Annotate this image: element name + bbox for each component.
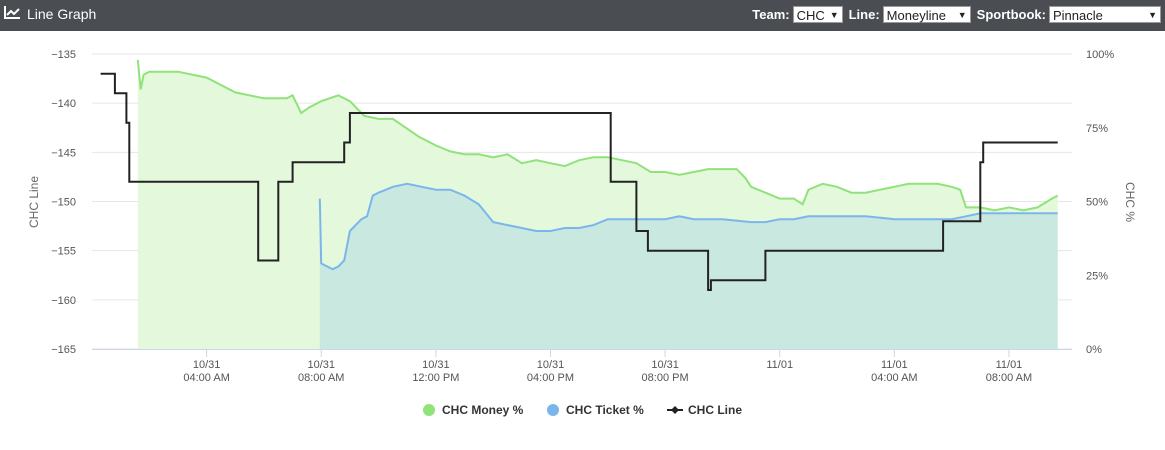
- line-graph: −135 −140 −145 −150 −155 −160 −165 100% 75% 50% 25…: [27, 49, 1137, 417]
- legend-symbol: [423, 404, 435, 416]
- legend-label: CHC Line: [688, 403, 742, 417]
- team-select-value: CHC: [796, 8, 825, 23]
- y-axis-title-left: CHC Line: [27, 176, 41, 228]
- x-tick-date: 11/01: [766, 359, 793, 371]
- legend-symbol: [547, 404, 559, 416]
- chevron-down-icon: ▼: [829, 10, 839, 20]
- y-tick-label-left: −150: [51, 197, 76, 209]
- y-tick-label-right: 100%: [1086, 49, 1114, 61]
- x-tick-date: 10/31: [193, 359, 221, 371]
- chevron-down-icon: ▼: [957, 10, 967, 20]
- ticket-series-line: [318, 182, 1058, 271]
- y-tick-label-left: −140: [51, 98, 76, 110]
- money-series-line: [136, 59, 1059, 212]
- y-tick-label-left: −160: [51, 295, 76, 307]
- x-tick-time: 08:00 AM: [298, 372, 344, 384]
- title-text: Line Graph: [27, 6, 97, 22]
- y-tick-label-left: −155: [51, 246, 76, 258]
- x-tick-time: 08:00 PM: [642, 372, 689, 384]
- x-tick-time: 04:00 PM: [527, 372, 574, 384]
- line-select-value: Moneyline: [886, 8, 946, 23]
- x-tick-time: 04:00 AM: [871, 372, 917, 384]
- y-tick-label-left: −145: [51, 147, 76, 159]
- header-bar: Line Graph Team: CHC ▼ Line: Moneyline ▼…: [0, 0, 1165, 31]
- line-label: Line:: [848, 7, 880, 22]
- sportsbook-select[interactable]: Pinnacle ▼: [1049, 6, 1161, 23]
- y-tick-label-right: 75%: [1086, 123, 1108, 135]
- y-tick-label-right: 25%: [1086, 270, 1108, 282]
- x-tick-date: 10/31: [422, 359, 450, 371]
- legend-item: CHC Line: [667, 403, 742, 417]
- legend-label: CHC Money %: [442, 403, 524, 417]
- x-tick-date: 11/01: [881, 359, 908, 371]
- y-tick-label-left: −165: [51, 344, 76, 356]
- x-tick-date: 10/31: [537, 359, 565, 371]
- sportsbook-select-value: Pinnacle: [1053, 8, 1103, 23]
- line-chart-icon: [4, 6, 27, 22]
- y-tick-label-left: −135: [51, 49, 76, 61]
- y-tick-label-right: 0%: [1086, 344, 1102, 356]
- chart-title: Line Graph: [4, 6, 96, 22]
- team-select[interactable]: CHC ▼: [792, 6, 843, 23]
- line-select[interactable]: Moneyline ▼: [882, 6, 971, 23]
- legend-symbol-marker: [671, 406, 679, 414]
- line-series-line: [100, 72, 1058, 291]
- legend-item: CHC Money %: [423, 403, 524, 417]
- filter-controls: Team: CHC ▼ Line: Moneyline ▼ Sportbook:…: [752, 6, 1161, 23]
- team-label: Team:: [752, 7, 790, 22]
- legend-label: CHC Ticket %: [566, 403, 644, 417]
- y-tick-label-right: 50%: [1086, 197, 1108, 209]
- y-axis-title-right: CHC %: [1123, 182, 1137, 222]
- x-tick-time: 04:00 AM: [183, 372, 229, 384]
- x-tick-time: 08:00 AM: [986, 372, 1032, 384]
- legend-item: CHC Ticket %: [547, 403, 644, 417]
- x-tick-date: 11/01: [996, 359, 1023, 371]
- legend: CHC Money % CHC Ticket % CHC Line: [423, 403, 742, 417]
- x-tick-time: 12:00 PM: [412, 372, 459, 384]
- x-tick-date: 10/31: [651, 359, 679, 371]
- sportsbook-label: Sportbook:: [976, 7, 1046, 22]
- x-tick-date: 10/31: [307, 359, 335, 371]
- chevron-down-icon: ▼: [1148, 10, 1157, 20]
